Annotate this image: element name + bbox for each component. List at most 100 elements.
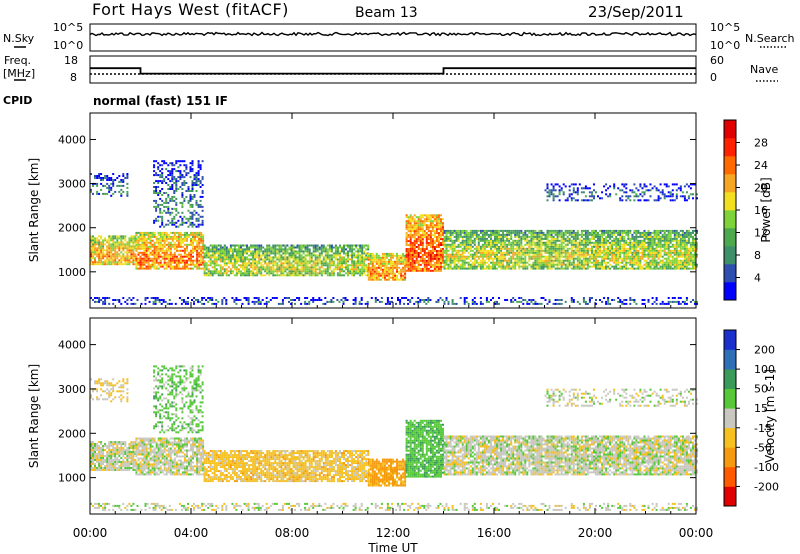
power-cell <box>613 229 616 232</box>
power-cell <box>326 270 329 273</box>
power-cell <box>274 252 277 255</box>
power-cell <box>554 245 557 248</box>
power-cell <box>532 233 535 236</box>
power-cell <box>599 235 601 238</box>
power-cell <box>290 248 293 251</box>
power-cell <box>286 258 289 261</box>
power-cell <box>419 269 422 272</box>
power-cell <box>683 235 686 238</box>
power-cell <box>576 245 579 248</box>
power-cell <box>137 253 140 256</box>
power-cell <box>544 261 547 264</box>
power-cell <box>500 255 503 258</box>
power-cell <box>353 274 356 277</box>
power-cell <box>611 253 614 256</box>
power-cell <box>221 254 224 257</box>
power-cell <box>409 261 412 264</box>
power-cell <box>135 249 138 252</box>
power-cell <box>310 264 313 267</box>
power-cell <box>467 237 470 240</box>
power-cell <box>683 245 686 248</box>
power-cell <box>229 246 232 249</box>
power-cell <box>465 257 468 260</box>
power-cell <box>173 261 176 264</box>
power-cell <box>153 205 156 208</box>
power-cell <box>657 261 660 264</box>
power-cell <box>435 236 438 239</box>
power-cell <box>179 257 182 260</box>
power-cell <box>479 259 482 262</box>
power-cell <box>431 228 434 231</box>
power-cell <box>104 259 107 262</box>
power-cell <box>258 252 261 255</box>
power-cell <box>653 247 656 250</box>
power-cell <box>404 256 407 259</box>
power-cell <box>546 233 549 236</box>
power-cell <box>122 249 125 252</box>
power-cell <box>615 257 618 260</box>
power-cell <box>132 239 135 242</box>
power-cell <box>645 237 648 240</box>
power-cell <box>145 261 148 264</box>
power-cell <box>520 229 523 232</box>
power-cell <box>165 168 168 171</box>
power-cell <box>465 241 468 244</box>
power-cell <box>560 253 563 256</box>
power-cell <box>225 274 228 277</box>
power-cell <box>469 231 472 234</box>
power-cell <box>349 264 352 267</box>
power-cell <box>159 164 162 167</box>
power-cell <box>106 186 109 189</box>
power-cell <box>447 253 450 256</box>
power-cell <box>163 245 166 248</box>
power-cell <box>320 252 323 255</box>
power-cell <box>479 267 482 270</box>
power-cell <box>240 274 242 277</box>
power-cell <box>669 261 672 264</box>
power-cell <box>613 241 616 244</box>
power-cell <box>128 259 131 262</box>
power-cell <box>429 255 432 258</box>
power-cell <box>595 233 597 236</box>
power-cell <box>415 261 418 264</box>
power-cell <box>550 231 553 234</box>
power-cell <box>427 255 430 258</box>
power-cell <box>147 259 150 262</box>
power-cell <box>157 263 160 266</box>
power-cell <box>635 231 638 234</box>
power-cell <box>471 257 474 260</box>
power-cell <box>465 233 468 236</box>
power-cell <box>580 253 583 256</box>
power-cell <box>477 247 480 250</box>
power-cell <box>635 247 638 250</box>
power-cell <box>196 267 199 270</box>
power-cell <box>639 243 642 246</box>
power-cell <box>564 229 567 232</box>
power-cell <box>440 263 442 266</box>
power-cell <box>694 249 696 252</box>
power-cell <box>445 255 448 258</box>
power-cell <box>617 257 620 260</box>
power-cell <box>442 261 444 264</box>
power-cell <box>126 190 129 193</box>
power-cell <box>149 235 152 238</box>
power-cell <box>186 235 188 238</box>
power-cell <box>381 262 384 265</box>
power-cell <box>679 249 682 252</box>
power-cell <box>500 263 503 266</box>
power-cell <box>361 268 364 271</box>
power-cell <box>669 237 672 240</box>
power-cell <box>629 257 632 260</box>
power-cell <box>427 220 430 223</box>
power-cell <box>566 253 569 256</box>
power-cell <box>163 201 166 204</box>
power-cell <box>183 251 186 254</box>
power-cell <box>409 226 412 229</box>
power-cell <box>286 256 289 259</box>
power-cell <box>550 249 553 252</box>
power-cell <box>514 239 517 242</box>
power-cell <box>679 233 682 236</box>
power-cell <box>584 231 587 234</box>
power-cell <box>363 246 366 249</box>
power-cell <box>435 250 438 252</box>
